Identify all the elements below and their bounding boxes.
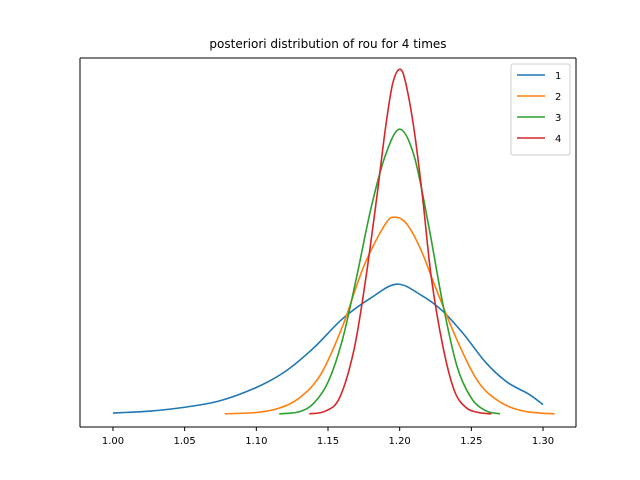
legend-label-4: 4 [555,134,561,145]
x-axis-ticks: 1.00 1.05 1.10 1.15 1.20 1.25 1.30 [102,427,554,447]
x-tick-label: 1.30 [532,436,554,447]
x-tick-label: 1.05 [174,436,196,447]
legend-label-2: 2 [555,92,561,103]
x-tick-label: 1.25 [460,436,482,447]
chart-title: posteriori distribution of rou for 4 tim… [209,37,446,51]
series-layer [112,68,555,415]
plot-area [80,58,576,427]
x-tick-label: 1.15 [317,436,339,447]
series-line-2 [224,216,555,415]
x-tick-label: 1.00 [102,436,124,447]
series-line-4 [309,68,492,415]
x-tick-label: 1.10 [245,436,267,447]
legend: 1 2 3 4 [510,63,571,156]
legend-box [510,63,571,156]
legend-label-3: 3 [555,113,561,124]
legend-label-1: 1 [555,71,561,82]
x-tick-label: 1.20 [389,436,411,447]
series-line-1 [112,283,544,414]
series-line-3 [279,128,501,415]
